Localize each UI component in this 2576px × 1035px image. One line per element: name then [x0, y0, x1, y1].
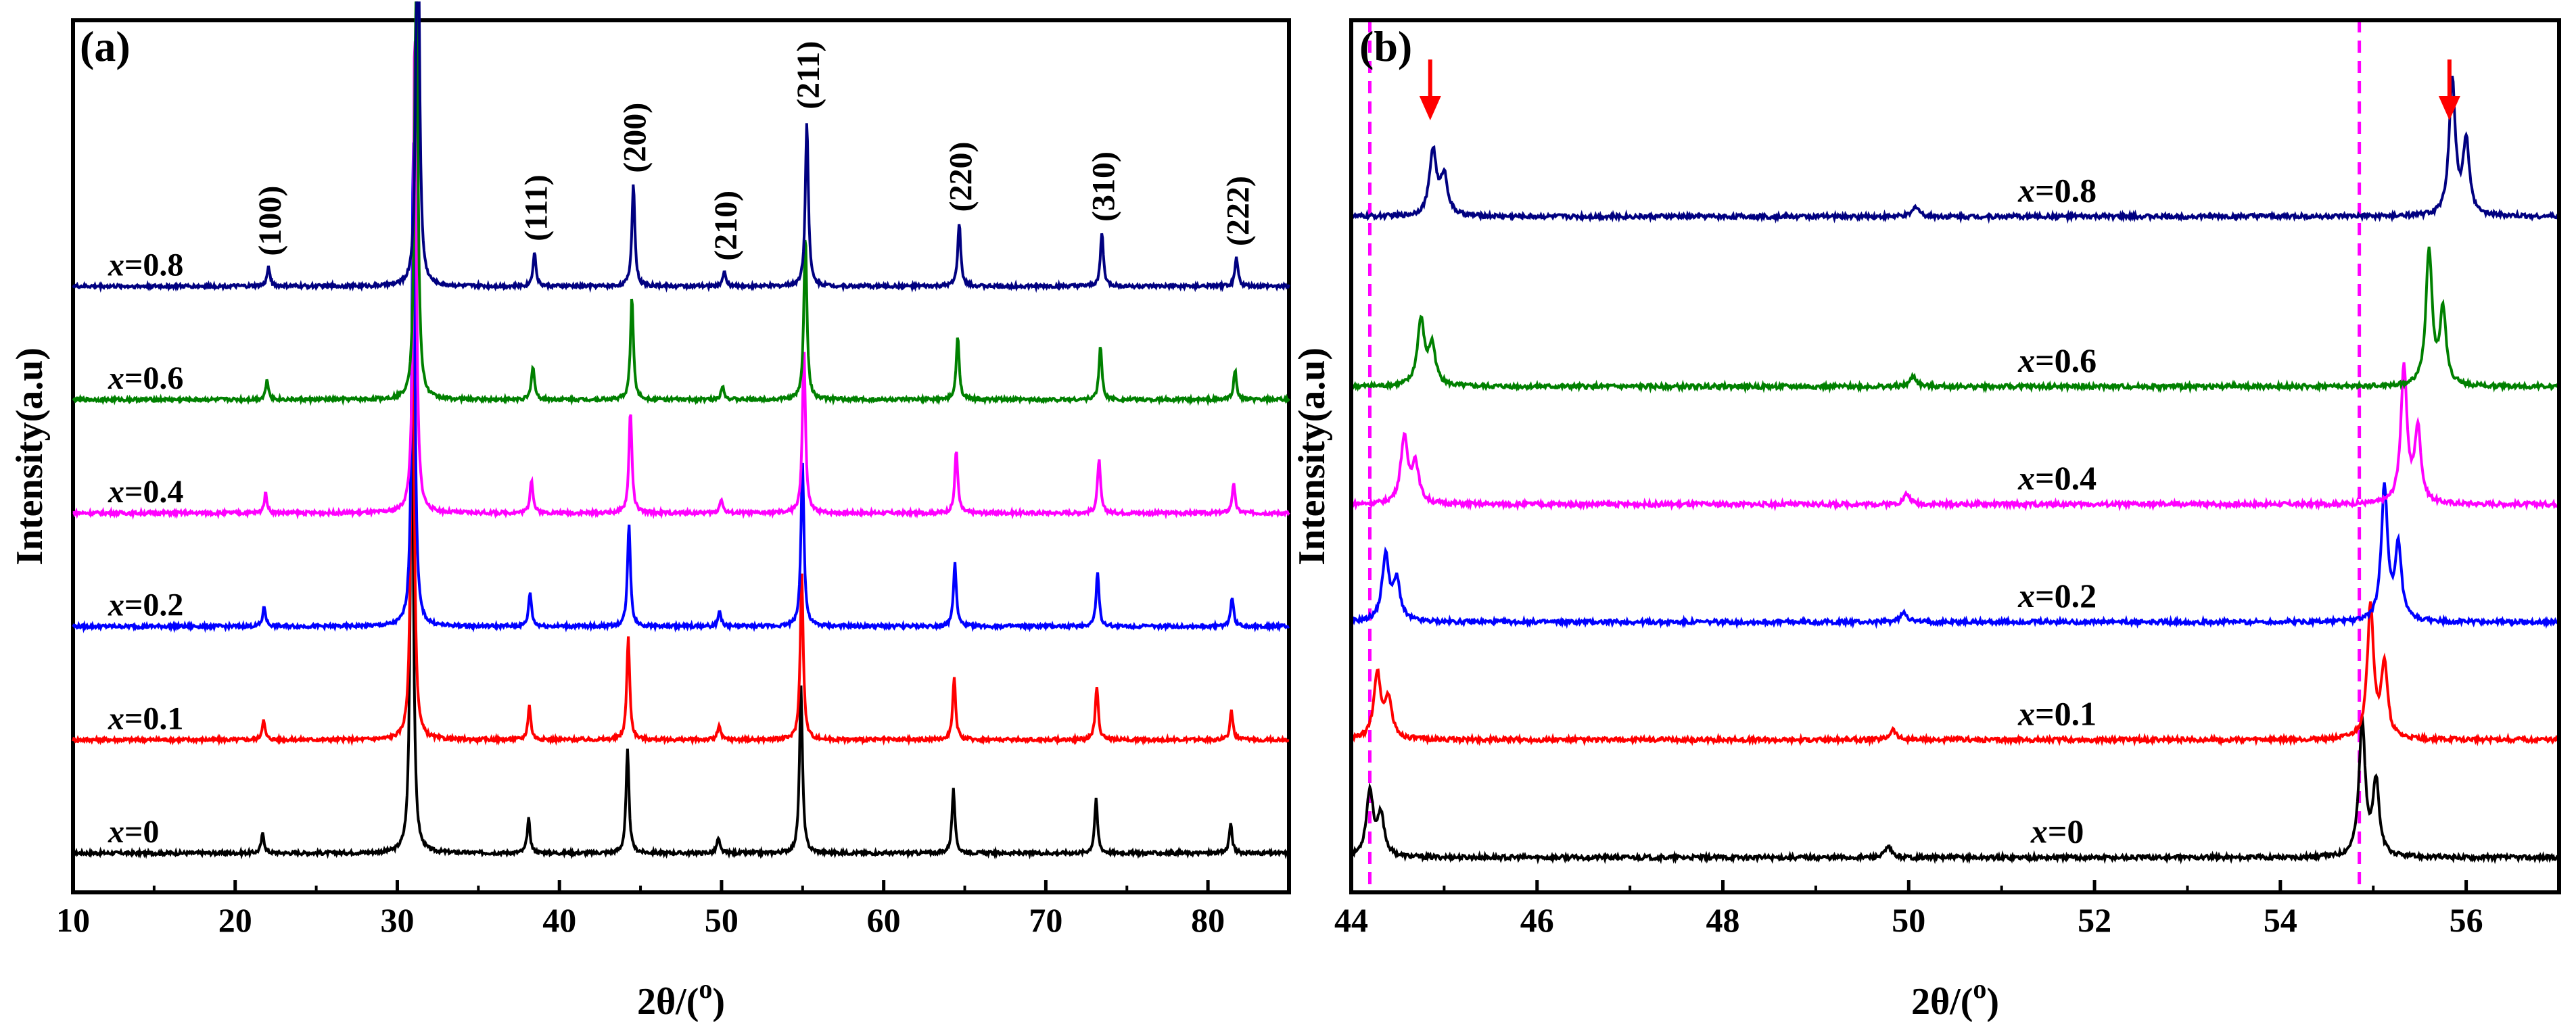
panel-a-peak-label: (310): [1085, 151, 1121, 222]
panel-b-trace-x=0.6: [1350, 246, 2560, 394]
panel-a-plot-frame: [71, 18, 1291, 894]
panel-a-x-axis-title: 2θ/(o): [637, 973, 725, 1023]
panel-a-series-label: x=0.4: [108, 474, 183, 510]
panel-a-peak-label: (100): [252, 186, 288, 256]
panel-a-peak-label: (200): [617, 103, 653, 173]
panel-b-y-axis-title: Intensity(a.u): [1291, 347, 1333, 565]
panel-a-series-label: x=0: [108, 814, 159, 850]
panel-a-tick-label: 40: [542, 901, 576, 939]
panel-b-series-label: x=0.1: [2017, 694, 2097, 732]
panel-a-peak-labels: (100)(110)(111)(200)(210)(211)(220)(310)…: [252, 41, 1256, 261]
panel-a-trace-x=0.2: [72, 142, 1290, 633]
panel-b-arrow-head: [2438, 96, 2460, 120]
panel-a-series-label: x=0.2: [108, 587, 183, 623]
panel-b-traces: [1350, 75, 2560, 865]
panel-a-peak-label: (211): [791, 41, 826, 109]
panel-a-peak-label: (210): [708, 191, 744, 261]
panel-a-trace-x=0: [72, 365, 1290, 860]
panel-a-series-label: x=0.8: [108, 247, 183, 283]
panel-b-tick-label: 46: [1520, 901, 1554, 939]
panel-b-tick-label: 50: [1892, 901, 1925, 939]
panel-a-peak-label: (222): [1220, 176, 1256, 246]
panel-a-series-labels: x=0 x=0.1 x=0.2 x=0.4 x=0.6 x=0.8: [108, 247, 183, 849]
panel-b-tick-label: 54: [2264, 901, 2297, 939]
panel-b-series-label: x=0.6: [2017, 341, 2097, 379]
panel-b-tick-label: 52: [2078, 901, 2111, 939]
panel-a-peak-label: (220): [943, 142, 979, 212]
panel-b-series-label: x=0: [2030, 812, 2084, 850]
panel-a-tick-label: 60: [867, 901, 901, 939]
panel-a-tick-label: 50: [705, 901, 739, 939]
panel-a-tick-label: 70: [1029, 901, 1062, 939]
panel-a-series-label: x=0.1: [108, 700, 183, 736]
panel-b-arrow-head: [1419, 96, 1441, 120]
panel-a-series-label: x=0.6: [108, 360, 183, 396]
panel-b-series-label: x=0.2: [2017, 577, 2097, 615]
panel-a-traces: [72, 1, 1290, 860]
panel-a-trace-x=0.4: [72, 41, 1290, 521]
panel-b-trace-x=0.1: [1350, 601, 2560, 747]
panel-b-x-axis: 44 46 48 50 52 54 56: [1334, 880, 2483, 939]
panel-b-chart: x=0 x=0.1 x=0.2 x=0.4 x=0.6 x=0.8 (b) 44 46 48 5…: [1291, 18, 2561, 1023]
panel-b-reference-lines: [1367, 20, 2362, 892]
panel-a-tick-label: 80: [1191, 901, 1225, 939]
panel-a-tick-label: 20: [218, 901, 252, 939]
panel-b-plot-frame: [1349, 18, 2561, 894]
panel-b-series-label: x=0.4: [2017, 459, 2097, 497]
panel-a-peak-label: (111): [518, 174, 554, 241]
panel-b-tick-label: 56: [2450, 901, 2483, 939]
panel-a-x-axis: 10 20 30 40 50 60 70 80: [56, 880, 1225, 939]
panel-a-trace-x=0.6: [72, 1, 1290, 407]
panel-b-label: (b): [1359, 22, 1412, 70]
panel-b-trace-x=0: [1350, 715, 2560, 865]
panel-b-x-axis-title: 2θ/(o): [1911, 973, 1999, 1023]
panel-b-tick-label: 44: [1334, 901, 1368, 939]
panel-b-series-label: x=0.8: [2017, 171, 2097, 209]
panel-b-trace-x=0.8: [1350, 75, 2560, 224]
panel-a-trace-x=0.8: [72, 1, 1290, 293]
panel-b-trace-x=0.4: [1351, 362, 2560, 512]
panel-a-trace-x=0.1: [72, 254, 1290, 746]
panel-a-y-axis-title: Intensity(a.u): [9, 347, 51, 565]
panel-a-tick-label: 30: [380, 901, 414, 939]
panel-b-arrows: [1419, 59, 2460, 120]
panel-b-series-labels: x=0 x=0.1 x=0.2 x=0.4 x=0.6 x=0.8: [2017, 171, 2097, 850]
panel-a-label: (a): [80, 22, 131, 70]
panel-b-trace-x=0.2: [1351, 482, 2560, 629]
panel-a-tick-label: 10: [56, 901, 90, 939]
panel-b-tick-label: 48: [1706, 901, 1740, 939]
